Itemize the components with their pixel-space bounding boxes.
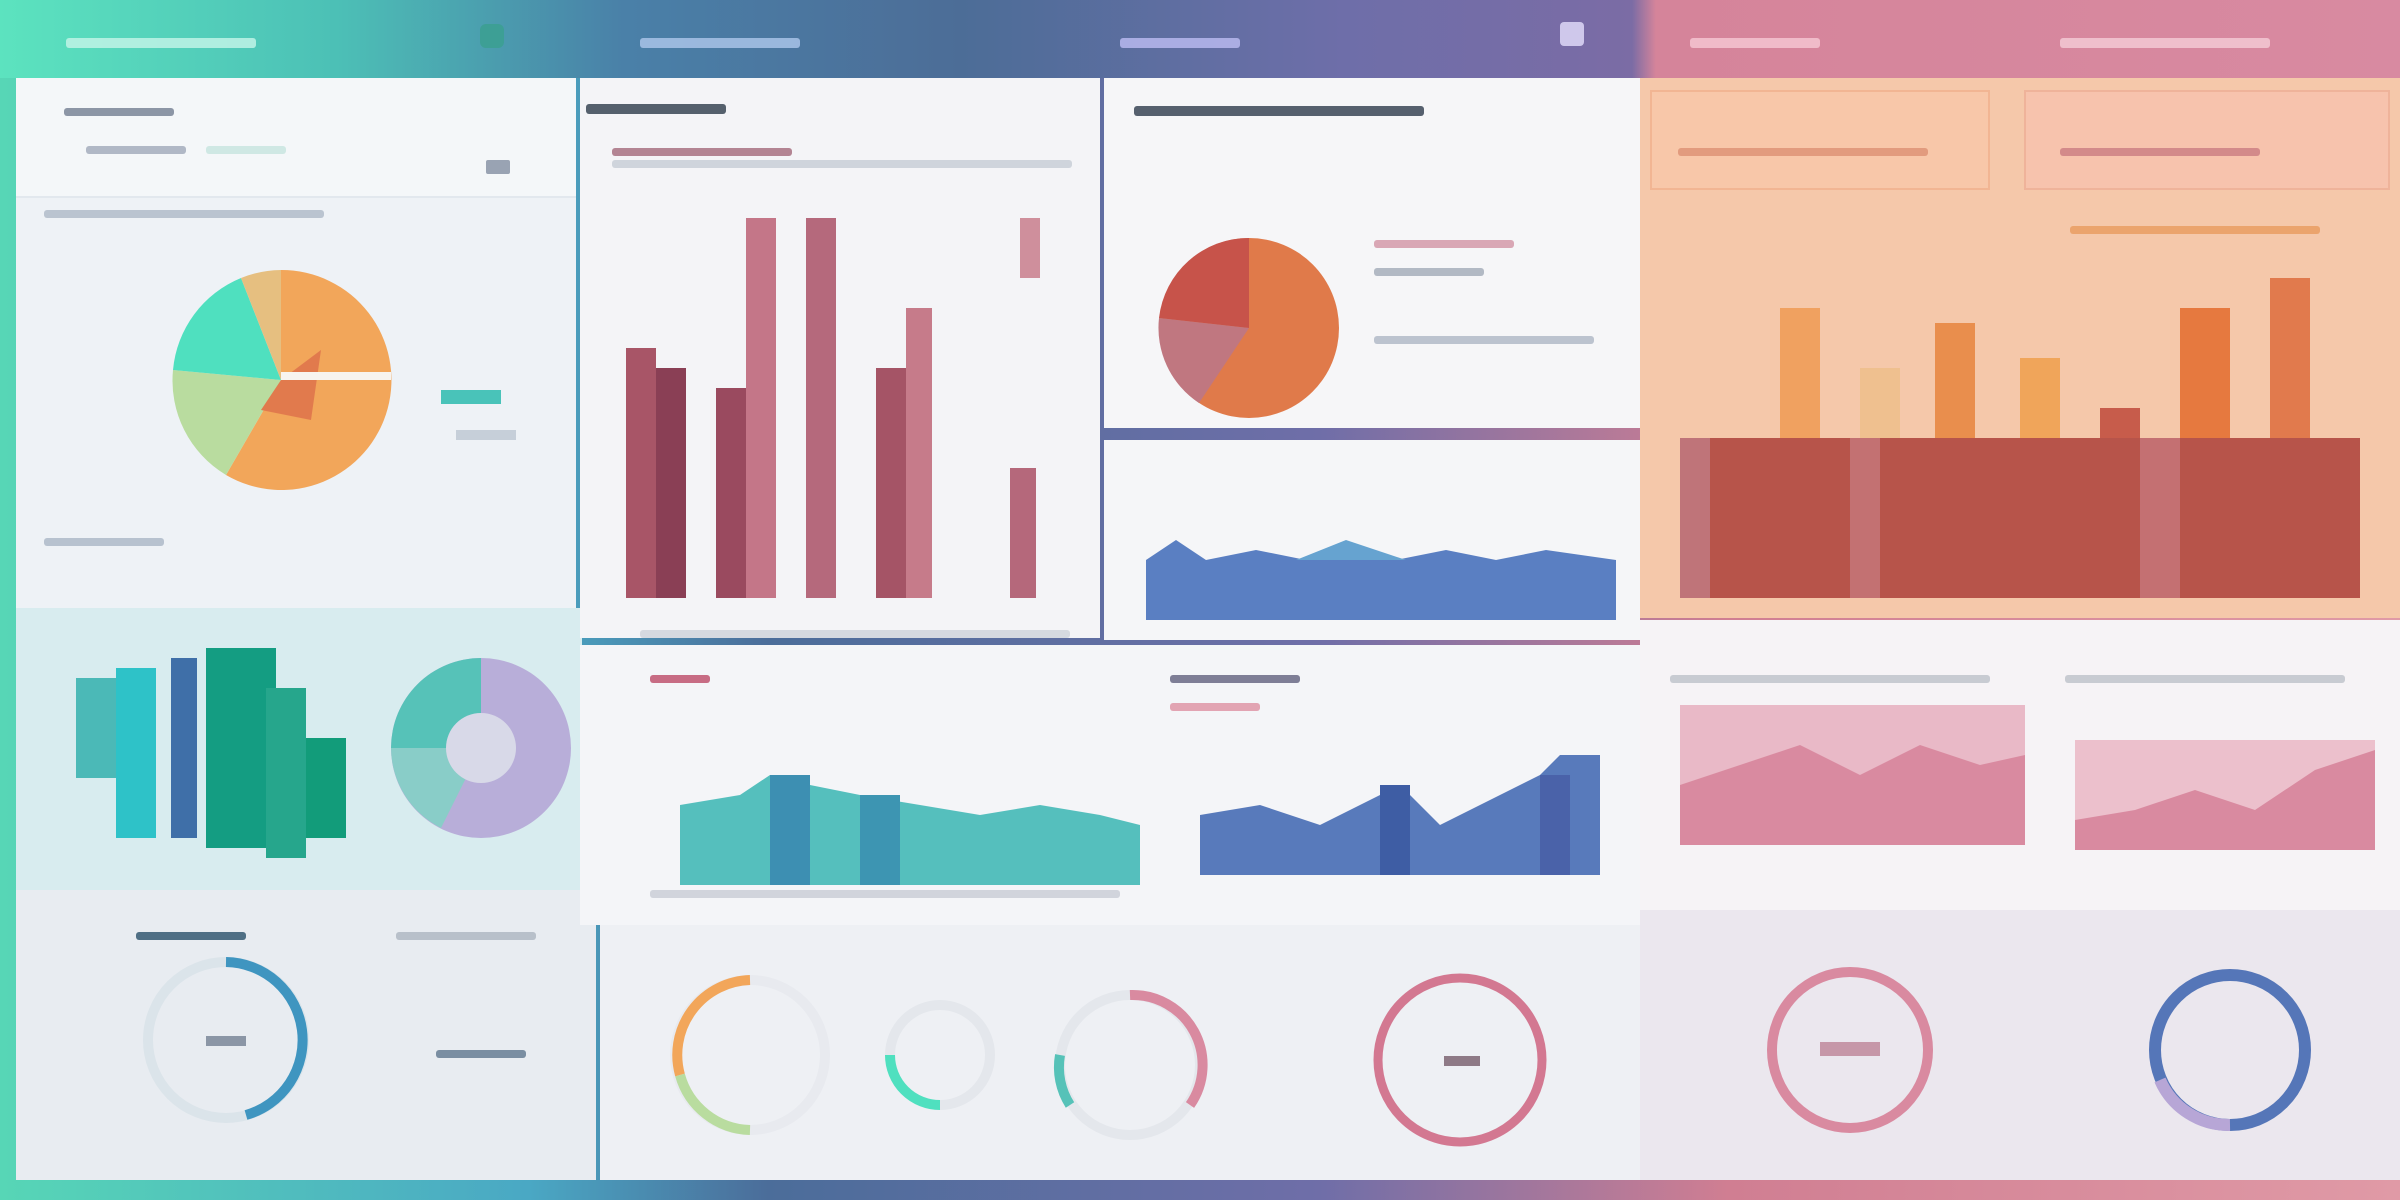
maroon-column-chart <box>626 218 1040 598</box>
nav-tab-settings[interactable] <box>2060 38 2270 48</box>
pink-area-chart-right <box>2075 740 2375 850</box>
bar-1 <box>76 678 116 778</box>
blue-bars-panel <box>1160 645 1640 925</box>
kpi-left-value <box>1678 148 1928 156</box>
gauge-panel-left <box>16 890 596 1180</box>
rev-col-6 <box>2180 308 2230 438</box>
pie-slice-red <box>261 350 321 420</box>
kpi-right-value <box>2060 148 2260 156</box>
gauge-title-right <box>396 932 536 940</box>
bar-2 <box>116 668 156 838</box>
column-9 <box>1020 218 1040 278</box>
rev-col-1 <box>1780 308 1820 438</box>
bar-4 <box>206 648 276 848</box>
nav-tab-analytics[interactable] <box>640 38 800 48</box>
teal-stacked-area <box>680 775 1140 885</box>
expand-icon[interactable] <box>1560 22 1584 46</box>
kpi-card-left[interactable] <box>1650 90 1990 190</box>
column-axis-labels <box>640 630 1070 638</box>
blue-bars-title <box>1170 675 1300 683</box>
top-navigation-bar <box>0 0 2400 78</box>
blue-column-chart <box>1200 755 1600 875</box>
summary-panel <box>16 78 576 198</box>
gauge-rose <box>1053 989 1208 1140</box>
pie-slice-tan <box>241 270 281 380</box>
gauge-blue <box>2149 969 2311 1132</box>
pie-detail-title <box>1134 106 1424 116</box>
gauge-left <box>143 957 309 1123</box>
stacked-axis <box>650 890 1120 898</box>
summary-title <box>64 108 174 116</box>
gauge-side-label <box>436 1050 526 1058</box>
blue-bars-subtitle <box>1170 703 1260 711</box>
pink-area-chart-left <box>1680 705 2025 845</box>
pie-footer-label <box>44 538 164 546</box>
area-chart-panel <box>1104 440 1640 640</box>
revenue-column-chart <box>1680 278 2360 598</box>
column-chart-title <box>586 104 726 114</box>
column-5 <box>806 218 836 598</box>
category-pie-panel <box>16 198 576 608</box>
nav-tab-reports[interactable] <box>1120 38 1240 48</box>
summary-icon <box>486 160 510 174</box>
pink-area-panel-right <box>2030 620 2400 910</box>
lavender-donut-chart <box>391 658 571 838</box>
column-chart-subtitle <box>612 148 792 156</box>
stacked-title <box>650 675 710 683</box>
column-chart-range <box>612 160 1072 168</box>
rev-col-3 <box>1935 323 1975 438</box>
pink-area-title-left <box>1670 675 1990 683</box>
bar-6 <box>306 738 346 838</box>
pink-area-panel-left <box>1640 620 2030 910</box>
column-8 <box>1010 468 1036 598</box>
column-1 <box>626 348 656 598</box>
column-chart-panel <box>580 78 1100 638</box>
gauge-pink <box>1767 967 1933 1133</box>
pie-legend-2 <box>1374 268 1484 276</box>
gauge-orange <box>670 975 830 1135</box>
pie-legend-1 <box>1374 240 1514 248</box>
bar-donut-panel <box>16 608 582 890</box>
legend-swatch-gray <box>456 430 516 440</box>
pie-slice-teal <box>173 278 281 380</box>
gauge-panel-right <box>1640 910 2400 1180</box>
pie-legend-3 <box>1374 336 1594 344</box>
rev-col-4 <box>2020 358 2060 438</box>
gauge-red <box>1373 973 1547 1147</box>
rev-base <box>1680 438 2360 598</box>
column-7 <box>906 308 932 598</box>
summary-value <box>86 146 186 154</box>
orange-pie-chart <box>1158 237 1339 418</box>
pie-detail-panel <box>1104 78 1640 428</box>
pie-slice-green <box>172 370 281 475</box>
column-2 <box>656 368 686 598</box>
bar-5 <box>266 688 306 858</box>
column-4 <box>746 218 776 598</box>
rev-col-5 <box>2100 408 2140 438</box>
rev-col-7 <box>2270 278 2310 438</box>
teal-bar-cluster <box>76 648 346 858</box>
kpi-card-right[interactable] <box>2024 90 2390 190</box>
revenue-panel <box>1640 78 2400 618</box>
pink-area-title-right <box>2065 675 2345 683</box>
summary-subtitle <box>206 146 286 154</box>
category-pie-chart <box>172 269 392 490</box>
blue-area-chart <box>1146 540 1616 620</box>
rev-col-2 <box>1860 368 1900 438</box>
nav-tab-overview[interactable] <box>66 38 256 48</box>
gauge-title-left <box>136 932 246 940</box>
legend-swatch-teal <box>441 390 501 404</box>
gauge-row-panel <box>600 925 1640 1180</box>
gauge-teal <box>885 1000 995 1110</box>
bar-3 <box>171 658 197 838</box>
pie-panel-title <box>44 210 324 218</box>
gear-icon[interactable] <box>480 24 504 48</box>
revenue-chart-title <box>2070 226 2320 234</box>
stacked-area-panel <box>580 645 1160 925</box>
nav-tab-insights[interactable] <box>1690 38 1820 48</box>
